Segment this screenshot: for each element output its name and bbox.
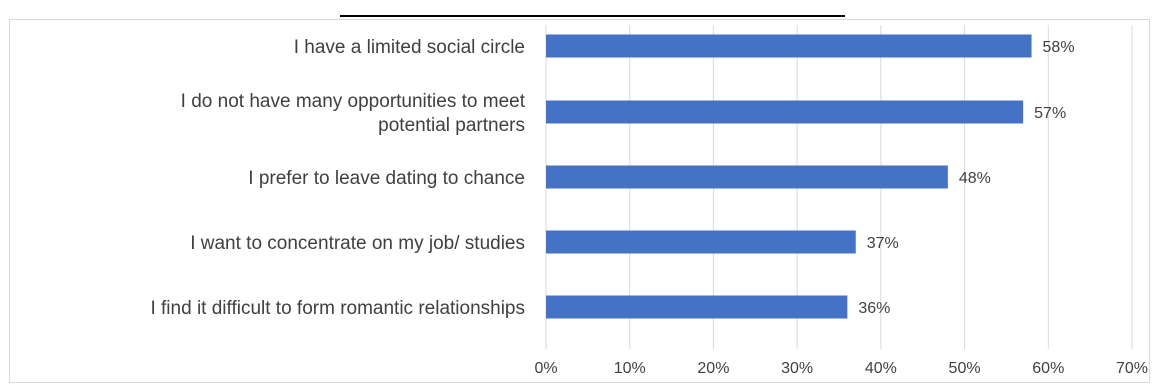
bar <box>546 295 848 319</box>
x-tick-label: 60% <box>1032 360 1064 377</box>
bar <box>546 34 1032 58</box>
bar <box>546 165 948 189</box>
category-label: I find it difficult to form romantic rel… <box>150 298 525 319</box>
category-label: I want to concentrate on my job/ studies <box>190 233 525 254</box>
x-tick-label: 30% <box>781 360 813 377</box>
x-tick-label: 40% <box>865 360 897 377</box>
data-label: 48% <box>959 170 991 187</box>
category-label: I do not have many opportunities to meet <box>181 91 526 112</box>
bar <box>546 230 856 254</box>
category-label: potential partners <box>378 115 525 136</box>
data-label: 37% <box>867 235 899 252</box>
x-tick-label: 70% <box>1116 360 1148 377</box>
data-label: 36% <box>858 300 890 317</box>
x-tick-label: 0% <box>534 360 557 377</box>
category-label: I have a limited social circle <box>294 37 525 58</box>
bar <box>546 100 1024 124</box>
chart-title-underline <box>340 15 845 17</box>
labels: 0% 10% 20% 30% 40% 50% 60% 70% 58% I have a limit… <box>150 37 1148 377</box>
bars <box>546 34 1032 319</box>
x-tick-label: 10% <box>614 360 646 377</box>
category-label: I prefer to leave dating to chance <box>248 168 525 189</box>
data-label: 58% <box>1043 39 1075 56</box>
x-tick-label: 50% <box>949 360 981 377</box>
data-label: 57% <box>1034 105 1066 122</box>
x-tick-label: 20% <box>697 360 729 377</box>
chart-frame <box>9 19 1150 383</box>
